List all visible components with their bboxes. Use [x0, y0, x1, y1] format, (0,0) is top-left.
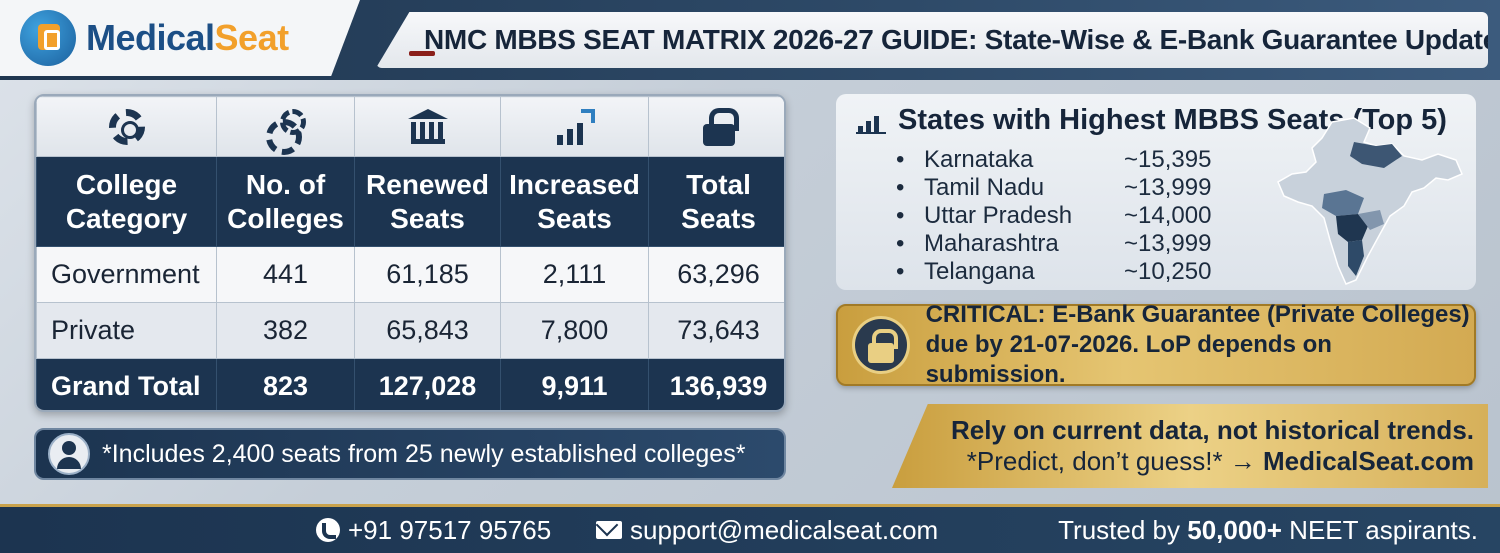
- website-link[interactable]: MedicalSeat.com: [1263, 446, 1474, 476]
- list-item: • Telangana ~10,250: [896, 258, 1212, 285]
- table-cell: 61,185: [354, 246, 501, 303]
- table-cell: 136,939: [648, 358, 784, 410]
- table-cell: Government: [36, 246, 217, 303]
- critical-text: CRITICAL: E-Bank Guarantee (Private Coll…: [925, 301, 1470, 388]
- grand-total-row: Grand Total 823 127,028 9,911 136,939: [36, 358, 784, 410]
- brand-logo[interactable]: MedicalSeat: [0, 0, 360, 76]
- page-title-banner: NMC MBBS SEAT MATRIX 2026-27 GUIDE: Stat…: [376, 12, 1488, 68]
- chart-icon: [856, 108, 886, 134]
- phone-icon: [316, 518, 340, 542]
- rely-subline: *Predict, don’t guess!* → MedicalSeat.co…: [966, 446, 1474, 476]
- phone-number: +91 97517 95765: [348, 514, 552, 545]
- email-address: support@medicalseat.com: [630, 514, 939, 545]
- table-cell: 9,911: [500, 358, 649, 410]
- mail-icon: [596, 521, 622, 539]
- table-cell: 823: [216, 358, 355, 410]
- state-list: • Karnataka ~15,395 • Tamil Nadu ~13,999 • Ut…: [896, 146, 1224, 286]
- table-cell: Grand Total: [36, 358, 217, 410]
- rely-heading: Rely on current data, not historical tre…: [951, 415, 1474, 445]
- table-cell: 65,843: [354, 302, 501, 359]
- critical-alert: CRITICAL: E-Bank Guarantee (Private Coll…: [836, 301, 1476, 388]
- list-item: • Maharashtra ~13,999: [896, 230, 1212, 257]
- table-cell: Private: [36, 302, 217, 359]
- medical-cross-icon: [20, 10, 76, 66]
- trust-statement: Trusted by 50,000+ NEET aspirants.: [1058, 514, 1478, 545]
- table-row: Government 441 61,185 2,111 63,296: [36, 246, 784, 303]
- email-contact[interactable]: support@medicalseat.com: [596, 515, 938, 546]
- list-item: • Uttar Pradesh ~14,000: [896, 202, 1212, 229]
- top-states-panel: States with Highest MBBS Seats (Top 5) •…: [836, 94, 1476, 290]
- table-cell: 2,111: [500, 246, 649, 303]
- column-header-increased-seats: Increased Seats: [500, 156, 649, 247]
- page-title: NMC MBBS SEAT MATRIX 2026-27 GUIDE: Stat…: [424, 24, 1500, 55]
- table-icon-row: [36, 96, 784, 157]
- new-colleges-note: *Includes 2,400 seats from 25 newly esta…: [34, 428, 786, 480]
- table-row: Private 382 65,843 7,800 73,643: [36, 302, 784, 359]
- table-cell: 441: [216, 246, 355, 303]
- padlock-icon: [852, 316, 910, 374]
- column-header-no-of-colleges: No. of Colleges: [216, 156, 355, 247]
- table-cell: 127,028: [354, 358, 501, 410]
- table-header-row: College Category No. of Colleges Renewed Se…: [36, 156, 784, 247]
- column-header-college-category: College Category: [36, 156, 217, 247]
- growth-icon: [555, 108, 595, 145]
- rely-callout: Rely on current data, not historical tre…: [892, 404, 1488, 488]
- bank-icon: [407, 108, 448, 145]
- doctor-icon: [48, 433, 90, 475]
- gear-icon: [108, 108, 145, 145]
- table-cell: 7,800: [500, 302, 649, 359]
- brand-name: MedicalSeat: [86, 17, 289, 58]
- gears-icon: [265, 108, 306, 155]
- india-map-icon: [1277, 117, 1463, 285]
- table-cell: 73,643: [648, 302, 784, 359]
- seat-matrix-table: College Category No. of Colleges Renewed Se…: [34, 94, 786, 412]
- list-item: • Karnataka ~15,395: [896, 146, 1212, 173]
- column-header-total-seats: Total Seats: [648, 156, 784, 247]
- table-cell: 382: [216, 302, 355, 359]
- phone-contact[interactable]: +91 97517 95765: [316, 515, 551, 546]
- list-item: • Tamil Nadu ~13,999: [896, 174, 1212, 201]
- column-header-renewed-seats: Renewed Seats: [354, 156, 501, 247]
- footer-bar: +91 97517 95765 support@medicalseat.com …: [0, 504, 1500, 553]
- note-text: *Includes 2,400 seats from 25 newly esta…: [102, 439, 746, 468]
- lock-icon: [702, 107, 739, 146]
- table-cell: 63,296: [648, 246, 784, 303]
